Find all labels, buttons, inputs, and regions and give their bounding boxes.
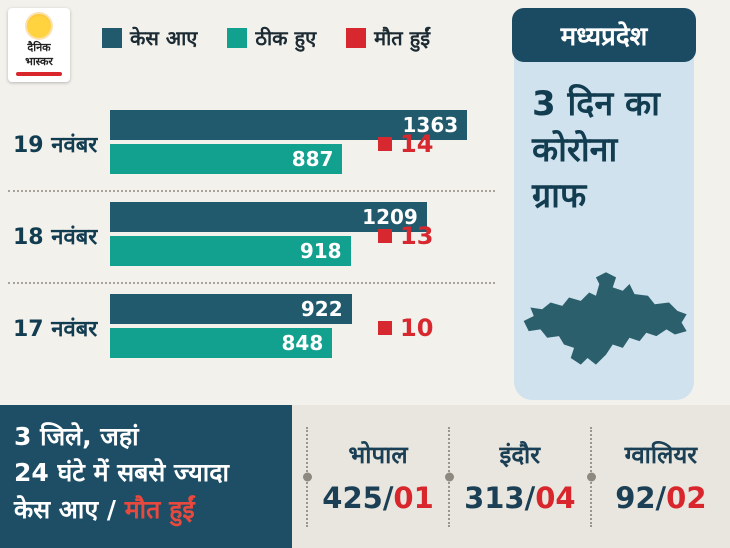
cases-bar: 922 [110, 294, 352, 324]
chart-row-18nov: 18 नवंबर 1209 918 13 [0, 192, 505, 282]
city-cases: 92 [615, 481, 656, 515]
logo-text: दैनिक भास्कर [25, 41, 53, 69]
bar-pair: 1209 918 13 [110, 202, 490, 270]
bar-pair: 1363 887 14 [110, 110, 490, 178]
dotted-separator [447, 426, 450, 527]
headline-line3: केस आए / मौत हुईं [14, 492, 292, 528]
deaths-value: 13 [400, 222, 434, 250]
city-cases: 313 [464, 481, 525, 515]
city-deaths: 01 [393, 481, 434, 515]
deaths-value: 10 [400, 314, 434, 342]
bottom-headline: 3 जिले, जहां 24 घंटे में सबसे ज्यादा केस… [0, 405, 292, 548]
headline-line3-white: केस आए / [14, 494, 125, 524]
deaths-marker: 13 [378, 222, 433, 250]
cases-bar: 1209 [110, 202, 427, 232]
headline-line1: 3 जिले, जहां [14, 422, 139, 451]
legend-swatch-recovered [227, 27, 248, 48]
category-label: 17 नवंबर [13, 317, 98, 342]
city-gwalior: ग्वालियर 92/02 [606, 438, 716, 515]
logo-red-bar [16, 71, 62, 76]
recovered-bar: 887 [110, 144, 343, 174]
bar-pair: 922 848 10 [110, 294, 490, 362]
dotted-separator [589, 426, 592, 527]
bottom-strip: 3 जिले, जहां 24 घंटे में सबसे ज्यादा केस… [0, 405, 730, 548]
deaths-marker: 10 [378, 314, 433, 342]
city-indore: इंदौर 313/04 [464, 438, 576, 515]
legend-item-cases: केस आए [102, 24, 197, 51]
city-slash: / [382, 481, 394, 515]
city-cases: 425 [322, 481, 383, 515]
cases-value: 1363 [402, 113, 459, 137]
state-panel: मध्यप्रदेश 3 दिन का कोरोना ग्राफ [512, 8, 696, 400]
recovered-value: 887 [291, 147, 334, 171]
logo-line2: भास्कर [25, 54, 53, 68]
chart-row-19nov: 19 नवंबर 1363 887 14 [0, 100, 505, 190]
city-slash: / [524, 481, 536, 515]
legend-swatch-cases [102, 27, 122, 48]
bar-chart: 19 नवंबर 1363 887 14 18 नवंबर [0, 100, 505, 374]
headline-line3-red: मौत हुईं [124, 494, 195, 524]
cases-bar: 1363 [110, 110, 468, 140]
headline-line2: 24 घंटे में सबसे ज्यादा [14, 458, 230, 488]
madhya-pradesh-map-icon [523, 272, 687, 365]
category-label: 18 नवंबर [13, 225, 98, 250]
city-deaths: 04 [535, 481, 576, 515]
category-label: 19 नवंबर [13, 133, 98, 158]
city-numbers: 313/04 [464, 481, 576, 515]
city-numbers: 425/01 [322, 481, 434, 515]
legend-item-deaths: मौत हुईं [346, 24, 430, 51]
deaths-square-icon [378, 229, 392, 243]
recovered-bar: 918 [110, 236, 351, 266]
city-name: भोपाल [348, 441, 408, 469]
city-bhopal: भोपाल 425/01 [322, 438, 434, 515]
chart-row-17nov: 17 नवंबर 922 848 10 [0, 284, 505, 374]
chart-legend: केस आए ठीक हुए मौत हुईं [102, 24, 430, 51]
sun-icon [27, 14, 51, 38]
chart-section: दैनिक भास्कर केस आए ठीक हुए मौत हुईं [0, 8, 696, 400]
row-separator [8, 190, 495, 192]
deaths-value: 14 [400, 130, 434, 158]
city-slash: / [655, 481, 667, 515]
deaths-marker: 14 [378, 130, 433, 158]
city-deaths: 02 [666, 481, 707, 515]
deaths-square-icon [378, 321, 392, 335]
city-name: ग्वालियर [624, 441, 698, 469]
recovered-value: 848 [281, 331, 324, 355]
cases-value: 922 [300, 297, 343, 321]
legend-item-recovered: ठीक हुए [227, 24, 316, 51]
city-numbers: 92/02 [606, 481, 716, 515]
deaths-square-icon [378, 137, 392, 151]
legend-label-cases: केस आए [130, 26, 198, 50]
logo-line1: दैनिक [27, 41, 51, 54]
legend-label-deaths: मौत हुईं [374, 26, 431, 50]
cases-value: 1209 [362, 205, 418, 229]
dotted-separator [306, 426, 309, 527]
dainik-bhaskar-logo: दैनिक भास्कर [8, 8, 70, 82]
legend-label-recovered: ठीक हुए [255, 26, 317, 50]
panel-subtitle: 3 दिन का कोरोना ग्राफ [532, 84, 660, 216]
row-separator [8, 282, 495, 284]
state-title: मध्यप्रदेश [512, 8, 696, 62]
recovered-value: 918 [299, 239, 342, 263]
legend-swatch-deaths [346, 27, 367, 48]
city-stats: भोपाल 425/01 इंदौर 313/04 ग्वालियर 92/02 [292, 405, 730, 548]
city-name: इंदौर [499, 441, 541, 469]
recovered-bar: 848 [110, 328, 333, 358]
